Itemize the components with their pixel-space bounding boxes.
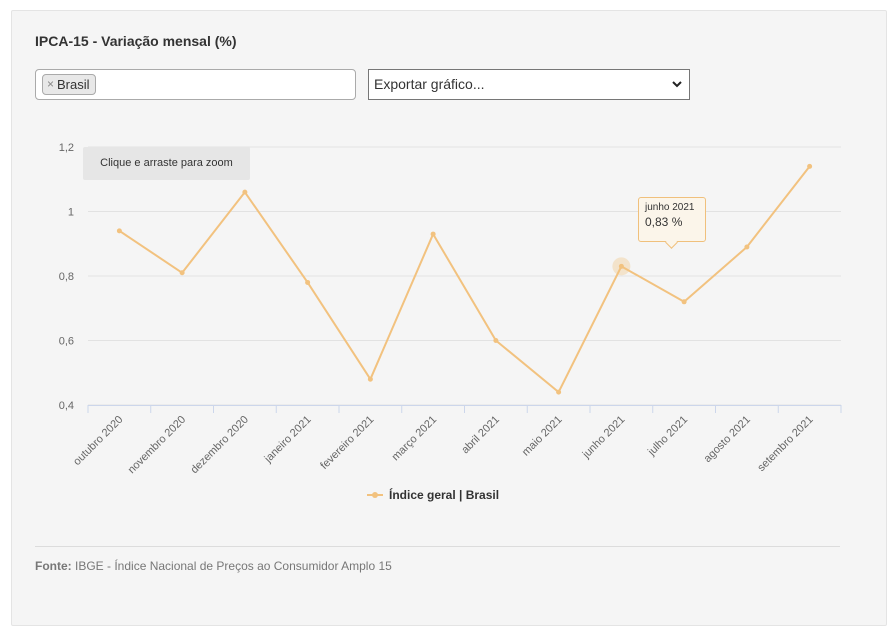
filter-tag-brasil[interactable]: × Brasil	[42, 74, 96, 95]
y-tick-label: 1,2	[59, 142, 74, 154]
export-chart-select[interactable]: Exportar gráfico...	[368, 69, 690, 100]
x-tick-label: maio 2021	[520, 414, 565, 459]
legend-swatch-icon	[367, 492, 383, 498]
y-tick-label: 1	[68, 207, 74, 219]
data-point	[116, 228, 122, 234]
data-point	[305, 279, 311, 285]
x-tick-label: setembro 2021	[755, 414, 815, 474]
data-point	[681, 299, 687, 305]
region-filter-input[interactable]: × Brasil	[35, 69, 356, 100]
data-point	[430, 231, 436, 237]
data-point	[493, 338, 499, 343]
legend-item[interactable]: Índice geral | Brasil	[367, 488, 499, 502]
x-tick-label: agosto 2021	[702, 414, 753, 465]
data-point	[556, 389, 562, 395]
data-point	[179, 270, 185, 276]
tooltip-category: junho 2021	[645, 202, 695, 213]
chevron-down-icon	[671, 70, 683, 110]
y-tick-label: 0,8	[59, 271, 74, 283]
x-tick-label: janeiro 2021	[262, 414, 314, 466]
y-tick-label: 0,4	[59, 400, 74, 412]
tooltip-value: 0,83 %	[645, 215, 683, 229]
remove-tag-icon[interactable]: ×	[47, 77, 55, 91]
series-line	[118, 165, 811, 394]
data-point	[367, 376, 373, 382]
x-tick-label: março 2021	[390, 414, 440, 464]
x-tick-label: dezembro 2020	[188, 414, 251, 477]
zoom-hint: Clique e arraste para zoom	[83, 147, 250, 180]
chart-title: IPCA-15 - Variação mensal (%)	[35, 33, 237, 49]
filter-tag-label: Brasil	[57, 77, 90, 92]
data-point	[744, 244, 750, 250]
data-point	[242, 189, 248, 195]
legend-label: Índice geral | Brasil	[389, 488, 500, 502]
x-tick-label: outubro 2020	[71, 414, 125, 468]
divider	[35, 546, 840, 547]
x-tick-label: novembro 2020	[126, 414, 189, 477]
x-tick-label: julho 2021	[645, 414, 690, 459]
y-tick-label: 0,6	[59, 336, 74, 348]
source-text: IBGE - Índice Nacional de Preços ao Cons…	[75, 559, 392, 573]
export-select-value: Exportar gráfico...	[374, 76, 485, 92]
x-tick-label: junho 2021	[580, 414, 628, 462]
data-tooltip: junho 2021 0,83 %	[638, 197, 706, 249]
source-note: Fonte: IBGE - Índice Nacional de Preços …	[35, 559, 392, 573]
data-point	[618, 263, 624, 269]
source-prefix: Fonte:	[35, 559, 72, 573]
x-tick-label: fevereiro 2021	[318, 414, 376, 472]
x-tick-label: abril 2021	[459, 414, 502, 457]
data-point	[807, 163, 813, 169]
chart-card	[11, 10, 887, 626]
